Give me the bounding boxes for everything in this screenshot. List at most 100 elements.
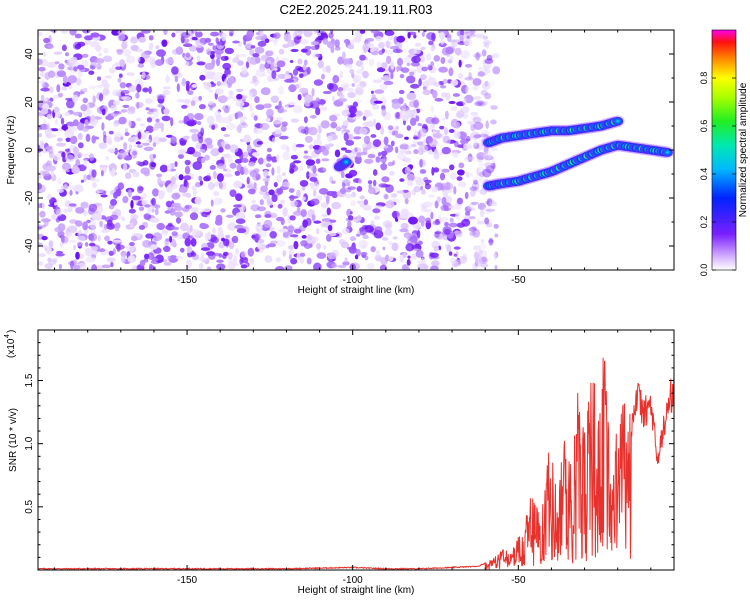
noise-speck bbox=[488, 200, 497, 207]
noise-speck bbox=[359, 200, 365, 208]
noise-speck bbox=[216, 163, 227, 170]
noise-speck bbox=[98, 142, 108, 149]
noise-speck bbox=[465, 171, 470, 179]
noise-speck bbox=[193, 229, 201, 236]
noise-speck bbox=[339, 187, 347, 194]
noise-speck bbox=[129, 144, 133, 150]
noise-speck bbox=[327, 224, 333, 232]
noise-speck bbox=[344, 257, 348, 263]
noise-speck bbox=[46, 113, 52, 120]
noise-speck bbox=[443, 182, 454, 191]
snr-x-ticks: -150 -100 -50 bbox=[54, 330, 652, 586]
noise-speck bbox=[349, 236, 357, 242]
noise-speck bbox=[304, 45, 312, 50]
noise-speck bbox=[38, 123, 49, 130]
noise-speck bbox=[438, 66, 448, 73]
noise-speck bbox=[58, 92, 63, 98]
noise-speck bbox=[256, 206, 267, 212]
noise-speck bbox=[477, 220, 485, 225]
noise-speck bbox=[299, 252, 306, 257]
noise-speck bbox=[163, 108, 170, 115]
noise-speck bbox=[262, 193, 268, 200]
noise-speck bbox=[370, 46, 375, 53]
noise-speck bbox=[329, 114, 338, 122]
noise-speck bbox=[303, 116, 308, 124]
noise-speck bbox=[486, 54, 496, 58]
noise-speck bbox=[71, 166, 80, 174]
noise-speck bbox=[186, 120, 197, 127]
noise-speck bbox=[136, 161, 142, 166]
noise-speck bbox=[345, 63, 353, 69]
noise-speck bbox=[367, 262, 375, 270]
noise-speck bbox=[406, 125, 411, 131]
noise-speck bbox=[268, 189, 275, 196]
noise-speck bbox=[100, 194, 108, 198]
noise-speck bbox=[235, 218, 246, 224]
noise-speck bbox=[253, 128, 263, 134]
noise-speck bbox=[223, 134, 231, 137]
noise-speck bbox=[323, 245, 327, 250]
noise-speck bbox=[337, 97, 348, 103]
noise-speck bbox=[167, 255, 171, 260]
noise-speck bbox=[156, 173, 163, 178]
noise-speck bbox=[88, 242, 96, 247]
noise-speck bbox=[226, 96, 234, 100]
noise-speck bbox=[293, 240, 299, 250]
noise-speck bbox=[235, 100, 245, 107]
noise-speck bbox=[329, 219, 337, 223]
noise-speck bbox=[450, 79, 459, 86]
noise-speck bbox=[376, 250, 380, 256]
noise-speck bbox=[451, 204, 462, 210]
noise-speck bbox=[455, 211, 461, 220]
noise-speck bbox=[466, 35, 470, 39]
noise-speck bbox=[56, 188, 64, 193]
noise-speck bbox=[356, 152, 362, 158]
noise-speck bbox=[119, 59, 126, 67]
noise-speck bbox=[322, 38, 329, 45]
noise-speck bbox=[41, 147, 46, 154]
noise-speck bbox=[171, 32, 176, 38]
noise-speck bbox=[306, 235, 313, 241]
noise-speck bbox=[139, 259, 146, 267]
noise-speck bbox=[224, 108, 229, 113]
noise-speck bbox=[103, 190, 107, 195]
noise-speck bbox=[482, 59, 487, 64]
noise-speck bbox=[320, 221, 325, 228]
noise-speck bbox=[46, 122, 51, 131]
noise-speck bbox=[235, 193, 243, 202]
noise-speck bbox=[118, 116, 127, 125]
noise-speck bbox=[472, 84, 479, 91]
noise-speck bbox=[265, 163, 272, 168]
noise-speck bbox=[394, 146, 399, 154]
noise-speck bbox=[137, 63, 144, 68]
noise-speck bbox=[309, 176, 318, 182]
noise-speck bbox=[406, 62, 411, 66]
noise-speck bbox=[485, 208, 496, 212]
noise-speck bbox=[180, 247, 185, 253]
noise-speck bbox=[170, 136, 177, 144]
noise-speck bbox=[420, 185, 424, 191]
noise-speck bbox=[343, 39, 351, 44]
noise-speck bbox=[388, 255, 394, 262]
noise-speck bbox=[77, 41, 86, 47]
noise-speck bbox=[372, 169, 378, 176]
noise-speck bbox=[208, 89, 213, 93]
noise-speck bbox=[103, 47, 109, 54]
noise-speck bbox=[321, 158, 330, 162]
noise-speck bbox=[481, 82, 491, 90]
noise-speck bbox=[370, 246, 376, 253]
noise-speck bbox=[155, 118, 160, 123]
noise-speck bbox=[310, 198, 320, 206]
noise-speck bbox=[156, 222, 165, 231]
noise-speck bbox=[391, 101, 401, 110]
noise-speck bbox=[67, 204, 73, 213]
noise-speck bbox=[481, 49, 487, 57]
noise-speck bbox=[468, 72, 472, 80]
noise-speck bbox=[98, 93, 104, 102]
noise-speck bbox=[198, 262, 204, 270]
noise-speck bbox=[162, 86, 171, 90]
noise-speck bbox=[132, 171, 140, 178]
noise-speck bbox=[295, 143, 305, 148]
noise-speck bbox=[331, 263, 338, 268]
noise-speck bbox=[335, 126, 342, 132]
